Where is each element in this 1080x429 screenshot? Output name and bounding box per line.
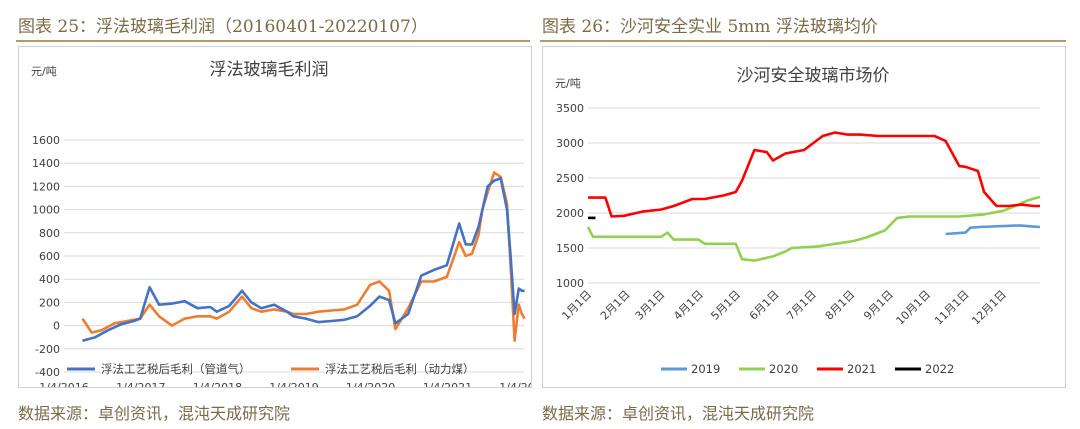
x-tick-label: 11月1日 (932, 288, 972, 328)
series-line-2 (81, 171, 526, 343)
series-line-2021 (588, 131, 1040, 218)
y-tick-label: -400 (35, 366, 60, 379)
left-source: 数据来源：卓创资讯，混沌天成研究院 (18, 404, 291, 423)
legend-label-2: 浮法工艺税后毛利（动力煤） (325, 362, 475, 376)
x-tick-label: 1/4/2018 (193, 381, 242, 387)
left-chart-title: 浮法玻璃毛利润 (210, 60, 329, 80)
y-tick-label: 1600 (32, 134, 60, 147)
y-tick-label: 1400 (32, 157, 60, 170)
x-tick-label: 1/4/2016 (39, 381, 88, 387)
right-y-unit: 元/吨 (555, 77, 581, 90)
right-figure-title: 图表 26：沙河安全实业 5mm 浮法玻璃均价 (542, 17, 878, 37)
x-tick-label: 12月1日 (969, 288, 1009, 328)
right-title-rule (540, 40, 1066, 42)
right-source: 数据来源：卓创资讯，混沌天成研究院 (542, 404, 815, 423)
y-tick-label: 1000 (32, 204, 60, 217)
y-tick-label: 3000 (556, 137, 584, 150)
y-tick-label: 1000 (556, 277, 584, 290)
y-tick-label: 600 (39, 250, 60, 263)
x-tick-label: 1/4/2022 (499, 381, 531, 387)
x-tick-label: 2月1日 (598, 288, 633, 323)
legend-label-2019: 2019 (691, 362, 720, 376)
x-tick-label: 1/4/2019 (269, 381, 318, 387)
x-tick-label: 9月1日 (861, 288, 896, 323)
y-tick-label: 400 (39, 273, 60, 286)
legend-label-2022: 2022 (925, 362, 954, 376)
left-y-unit: 元/吨 (31, 65, 57, 78)
price-line-chart: 沙河安全玻璃市场价 元/吨 1000 1500 2000 2500 3000 3500 1… (555, 66, 1041, 376)
y-tick-label: -200 (35, 343, 60, 356)
legend-label-2020: 2020 (769, 362, 798, 376)
right-chart-panel: 沙河安全玻璃市场价 元/吨 1000 1500 2000 2500 3000 3500 1… (542, 46, 1066, 388)
series-line-2019 (945, 224, 1041, 236)
left-figure-title: 图表 25：浮法玻璃毛利润（20160401-20220107） (18, 17, 428, 37)
x-tick-label: 6月1日 (747, 288, 782, 323)
x-tick-label: 1/4/2017 (116, 381, 165, 387)
profit-line-chart: 浮法玻璃毛利润 元/吨 -400 -200 0 200 400 600 800 1000 120… (31, 60, 549, 394)
y-tick-label: 2000 (556, 207, 584, 220)
series-line-1 (82, 177, 525, 342)
y-tick-label: 1200 (32, 180, 60, 193)
x-tick-label: 5月1日 (708, 288, 743, 323)
x-tick-label: 1/4/2021 (423, 381, 472, 387)
y-tick-label: 800 (39, 227, 60, 240)
legend-label-2021: 2021 (847, 362, 876, 376)
y-tick-label: 0 (53, 320, 60, 333)
y-tick-label: 3500 (556, 102, 584, 115)
left-title-rule (16, 40, 530, 42)
y-tick-label: 200 (39, 296, 60, 309)
left-chart-panel: 浮法玻璃毛利润 元/吨 -400 -200 0 200 400 600 800 1000 120… (18, 46, 549, 394)
series-line-2020 (586, 195, 1041, 262)
x-tick-label: 4月1日 (671, 288, 706, 323)
x-tick-label: 8月1日 (823, 288, 858, 323)
x-tick-label: 10月1日 (894, 288, 934, 328)
y-tick-label: 1500 (556, 242, 584, 255)
x-tick-label: 7月1日 (784, 288, 819, 323)
x-tick-label: 3月1日 (633, 288, 668, 323)
y-tick-label: 2500 (556, 172, 584, 185)
x-tick-label: 1/4/2020 (346, 381, 395, 387)
legend-label-1: 浮法工艺税后毛利（管道气） (101, 362, 251, 376)
right-chart-title: 沙河安全玻璃市场价 (737, 66, 890, 86)
x-tick-label: 1月1日 (559, 288, 594, 323)
